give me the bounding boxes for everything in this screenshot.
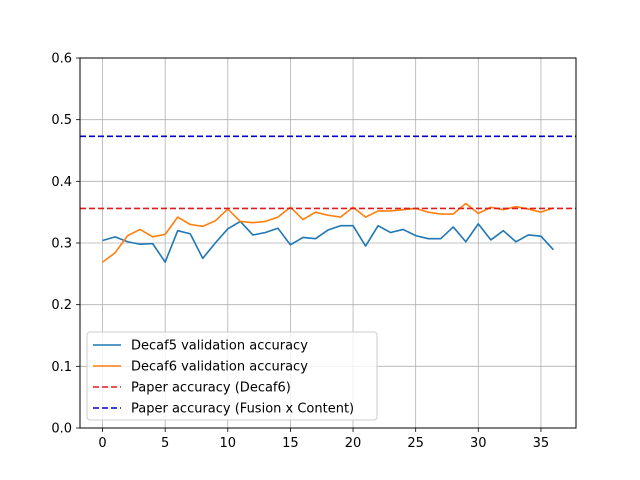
axis-ticks: 0 5 10 15 20 25 30 35 0.0 0.1 0.2 0.3 0.4 0.5 0.6 [51,52,549,452]
series-line-decaf5-validation-accuracy [102,220,555,263]
x-tick-label: 25 [407,436,424,451]
x-tick-label: 15 [282,436,299,451]
y-tick-label: 0.6 [51,52,72,67]
x-tick-label: 35 [533,436,550,451]
y-tick-label: 0.2 [51,298,72,313]
series-group [80,135,576,263]
legend-box [86,331,378,421]
x-tick-label: 0 [98,436,106,451]
y-tick-label: 0.4 [51,175,72,190]
x-tick-label: 30 [470,436,487,451]
x-tick-label: 20 [345,436,362,451]
legend-label: Paper accuracy (Fusion x Content) [131,402,354,417]
legend-label: Paper accuracy (Decaf6) [131,381,291,396]
y-tick-label: 0.1 [51,360,72,375]
x-tick-label: 5 [161,436,169,451]
y-tick-label: 0.0 [51,422,72,437]
series-line-decaf6-validation-accuracy [102,202,554,263]
y-tick-label: 0.5 [51,113,72,128]
legend-label: Decaf5 validation accuracy [131,339,308,354]
x-tick-label: 10 [220,436,237,451]
legend: Decaf5 validation accuracy Decaf6 validat… [86,331,378,421]
y-tick-label: 0.3 [51,237,72,252]
legend-label: Decaf6 validation accuracy [131,360,308,375]
